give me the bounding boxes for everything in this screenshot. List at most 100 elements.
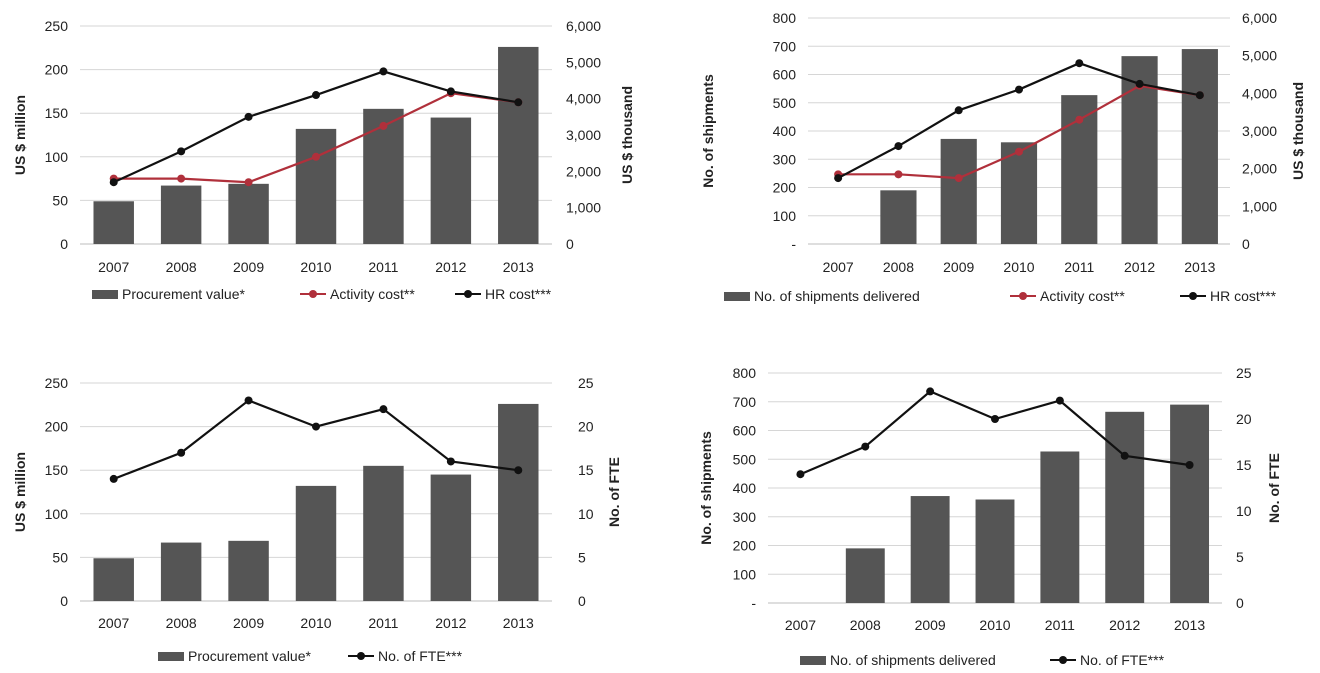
x-tick-label: 2009 — [233, 615, 264, 631]
legend-label: No. of FTE*** — [378, 648, 463, 664]
y-tick-label: 100 — [773, 208, 797, 224]
y2-axis-label: US $ thousand — [1290, 82, 1306, 180]
data-point — [1015, 147, 1023, 156]
y-tick-label: 500 — [733, 451, 757, 467]
y2-tick-label: 0 — [1236, 595, 1244, 611]
y-tick-label: 200 — [773, 180, 797, 196]
legend-label: Activity cost** — [330, 286, 415, 302]
x-tick-label: 2008 — [883, 259, 914, 275]
bar — [1000, 142, 1038, 244]
data-point — [1055, 396, 1064, 405]
y-tick-label: 0 — [60, 593, 68, 609]
y2-tick-label: 0 — [1242, 236, 1250, 252]
y2-tick-label: 15 — [578, 462, 594, 478]
legend-label: HR cost*** — [485, 286, 552, 302]
x-tick-label: 2013 — [503, 259, 534, 275]
bar — [228, 183, 269, 244]
data-point — [1135, 79, 1144, 88]
y-tick-label: 100 — [45, 149, 69, 165]
legend-marker — [464, 290, 472, 298]
y-tick-label: 800 — [733, 365, 757, 381]
x-tick-label: 2010 — [979, 617, 1010, 633]
y2-tick-label: 5 — [1236, 549, 1244, 565]
y2-tick-label: 3,000 — [566, 127, 601, 143]
y-tick-label: 150 — [45, 462, 69, 478]
data-point — [991, 415, 999, 423]
x-tick-label: 2007 — [823, 259, 854, 275]
y2-tick-label: 5,000 — [1242, 48, 1277, 64]
y-tick-label: 400 — [773, 123, 797, 139]
y-tick-label: 600 — [733, 423, 757, 439]
x-tick-label: 2011 — [368, 259, 398, 275]
y-tick-label: 50 — [52, 549, 68, 565]
legend-marker — [1059, 656, 1067, 664]
y2-tick-label: 5,000 — [566, 54, 601, 70]
y-tick-label: 200 — [45, 419, 69, 435]
y2-tick-label: 0 — [578, 593, 586, 609]
y-tick-label: 100 — [733, 566, 757, 582]
data-point — [1075, 115, 1084, 124]
y-tick-label: 700 — [773, 38, 797, 54]
legend-label: Procurement value* — [188, 648, 312, 664]
y-tick-label: - — [791, 236, 796, 252]
y-tick-label: 800 — [773, 10, 797, 26]
data-point — [514, 466, 523, 475]
data-point — [514, 98, 523, 107]
x-tick-label: 2007 — [98, 615, 129, 631]
legend-label: No. of FTE*** — [1080, 652, 1165, 668]
y2-axis-label: US $ thousand — [619, 86, 635, 184]
legend-marker — [1189, 292, 1197, 300]
y2-tick-label: 0 — [566, 236, 574, 252]
x-tick-label: 2010 — [300, 615, 331, 631]
data-point — [796, 470, 805, 479]
bar — [430, 117, 472, 244]
chart-4: - 100 200 300 400 500 600 700 800 0 5 10 15 20 25 No. o… — [698, 365, 1282, 668]
bar — [498, 46, 539, 244]
x-tick-label: 2008 — [850, 617, 881, 633]
x-tick-label: 2008 — [166, 259, 197, 275]
y-tick-label: 0 — [60, 236, 68, 252]
bar — [1181, 49, 1218, 245]
y2-tick-label: 10 — [578, 506, 594, 522]
legend-swatch — [92, 290, 118, 299]
x-tick-label: 2011 — [1064, 259, 1094, 275]
y-tick-label: 200 — [45, 62, 69, 78]
data-point — [1195, 91, 1204, 100]
x-tick-label: 2013 — [1174, 617, 1205, 633]
data-point — [446, 457, 455, 466]
bar — [910, 496, 950, 603]
y2-tick-label: 1,000 — [566, 200, 601, 216]
y2-tick-label: 4,000 — [1242, 85, 1277, 101]
data-point — [379, 121, 388, 130]
bar — [1040, 451, 1080, 603]
y-axis-label: US $ million — [12, 95, 28, 175]
y-tick-label: 100 — [45, 506, 69, 522]
data-point — [834, 174, 843, 183]
data-point — [379, 67, 388, 76]
y-tick-label: 600 — [773, 67, 797, 83]
data-point — [312, 91, 320, 100]
bar — [498, 403, 539, 601]
legend-swatch — [724, 292, 750, 301]
y-tick-label: 150 — [45, 105, 69, 121]
bar — [228, 540, 269, 601]
data-point — [446, 87, 455, 96]
legend-label: Procurement value* — [122, 286, 246, 302]
x-tick-label: 2011 — [1045, 617, 1075, 633]
y2-tick-label: 3,000 — [1242, 123, 1277, 139]
series-line — [113, 399, 519, 480]
legend-marker — [1019, 292, 1027, 300]
y-axis-label: No. of shipments — [700, 74, 716, 188]
y-axis-label: US $ million — [12, 452, 28, 532]
y-tick-label: 50 — [52, 192, 68, 208]
legend-marker — [309, 290, 317, 298]
x-tick-label: 2008 — [166, 615, 197, 631]
bar — [880, 190, 917, 244]
legend-marker — [357, 652, 365, 660]
legend-label: No. of shipments delivered — [754, 288, 920, 304]
legend-swatch — [800, 656, 826, 665]
y2-tick-label: 1,000 — [1242, 198, 1277, 214]
data-point — [1185, 461, 1194, 469]
bar — [295, 485, 337, 601]
